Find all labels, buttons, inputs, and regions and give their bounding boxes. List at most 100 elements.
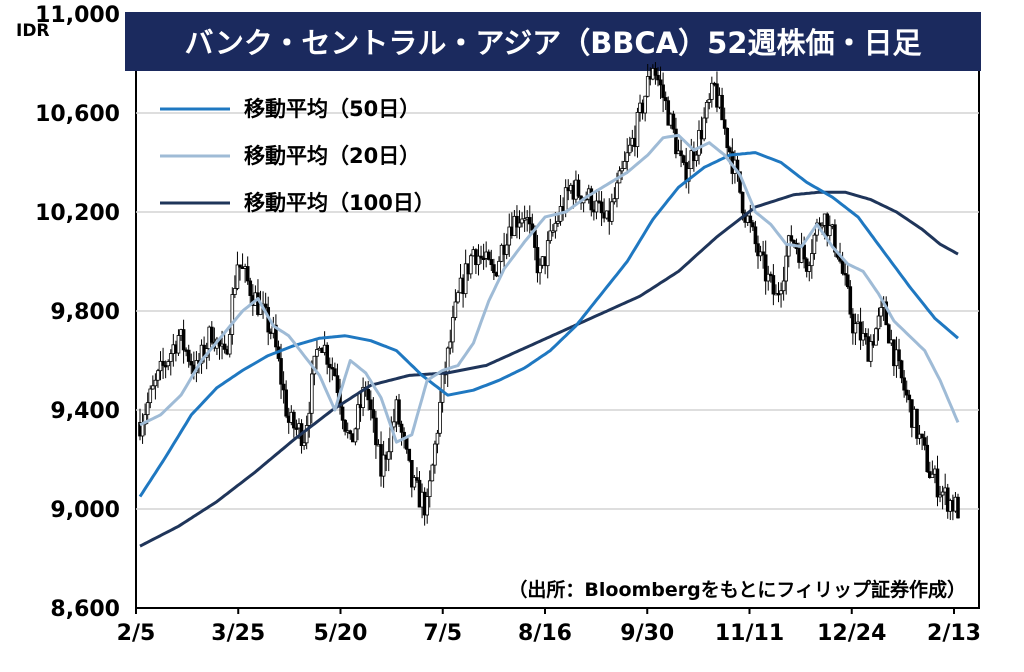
candle-body xyxy=(853,323,858,334)
candle-body xyxy=(304,425,309,444)
candle-body xyxy=(840,260,845,274)
candle-body xyxy=(515,215,519,228)
candle-body xyxy=(784,255,788,282)
candle-body xyxy=(209,326,214,343)
candle-body xyxy=(807,265,812,272)
candle-body xyxy=(327,363,332,368)
x-tick-label: 2/5 xyxy=(117,621,156,646)
candle-body xyxy=(340,406,345,421)
candle-body xyxy=(858,321,863,341)
candle-body xyxy=(548,230,553,242)
candle-body xyxy=(281,383,286,391)
x-tick-label: 11/11 xyxy=(715,621,784,646)
candle-body xyxy=(766,273,771,282)
candle-body xyxy=(492,264,496,274)
candle-body xyxy=(845,274,850,288)
candle-body xyxy=(292,411,296,429)
candle-body xyxy=(704,102,709,119)
candle-body xyxy=(404,437,409,450)
candle-body xyxy=(381,454,386,477)
candle-body xyxy=(158,360,163,372)
candle-body xyxy=(433,443,437,466)
candle-body xyxy=(325,344,329,365)
candle-body xyxy=(904,389,909,396)
candle-body xyxy=(656,74,660,81)
candle-body xyxy=(368,399,373,411)
candle-body xyxy=(925,444,930,473)
candle-body xyxy=(274,324,278,348)
y-tick-label: 10,600 xyxy=(35,102,120,127)
candle-body xyxy=(594,200,599,213)
candle-body xyxy=(710,82,714,100)
source-note: （出所：Bloombergをもとにフィリップ証券作成） xyxy=(508,578,966,601)
candle-body xyxy=(189,361,194,366)
candle-body xyxy=(517,222,522,228)
candle-body xyxy=(538,264,542,274)
candle-body xyxy=(371,409,376,419)
x-tick-label: 5/20 xyxy=(314,621,368,646)
ma50-line xyxy=(138,151,959,498)
candle-body xyxy=(222,343,227,350)
gridlines xyxy=(136,112,979,510)
legend-label-ma100: 移動平均（100日） xyxy=(244,191,435,215)
candle-body xyxy=(897,349,901,362)
candle-body xyxy=(725,127,730,149)
x-tick-label: 7/5 xyxy=(423,621,462,646)
candle-body xyxy=(161,360,165,366)
candle-body xyxy=(945,487,950,512)
candle-body xyxy=(756,243,760,257)
candle-body xyxy=(427,480,432,498)
candle-body xyxy=(430,464,435,482)
candle-body xyxy=(386,451,391,460)
candle-body xyxy=(727,147,732,153)
candle-body xyxy=(333,368,337,377)
chart-title: バンク・セントラル・アジア（BBCA）52週株価・日足 xyxy=(184,26,921,60)
candle-body xyxy=(625,152,630,162)
candle-body xyxy=(535,247,540,274)
candle-body xyxy=(720,94,724,121)
candle-body xyxy=(589,188,594,211)
candle-body xyxy=(410,460,414,488)
candle-body xyxy=(622,160,627,169)
candle-body xyxy=(294,427,299,430)
candle-body xyxy=(330,367,335,370)
candle-body xyxy=(522,218,527,221)
candle-body xyxy=(935,468,940,498)
candle-body xyxy=(166,361,171,367)
candle-body xyxy=(163,365,168,368)
candle-body xyxy=(468,255,473,275)
candle-body xyxy=(392,421,396,428)
candle-body xyxy=(153,379,158,387)
candle-body xyxy=(527,217,532,225)
candle-body xyxy=(769,273,773,277)
candle-body xyxy=(820,225,824,228)
candle-body xyxy=(168,353,173,362)
candle-body xyxy=(679,150,683,157)
candle-body xyxy=(612,198,617,203)
candle-body xyxy=(940,491,945,496)
candle-body xyxy=(674,128,678,155)
candle-body xyxy=(302,442,306,446)
candle-body xyxy=(781,280,786,292)
candle-body xyxy=(504,244,509,255)
candle-body xyxy=(658,79,663,86)
candle-body xyxy=(279,358,283,385)
y-tick-label: 9,400 xyxy=(50,399,120,424)
legend-label-ma20: 移動平均（20日） xyxy=(244,144,420,168)
candle-body xyxy=(479,255,483,259)
candle-body xyxy=(876,315,881,330)
candle-body xyxy=(645,76,650,97)
candle-body xyxy=(879,307,883,317)
candle-body xyxy=(627,144,632,154)
candle-body xyxy=(186,349,191,362)
candle-body xyxy=(230,294,235,335)
candle-body xyxy=(922,437,927,446)
candle-body xyxy=(848,286,853,315)
candle-body xyxy=(702,117,706,140)
candle-body xyxy=(335,375,340,393)
candle-body xyxy=(353,428,358,443)
candle-body xyxy=(425,496,429,516)
y-axis-ticks: 11,000 10,600 10,200 9,800 9,400 9,000 8,600 xyxy=(35,3,120,622)
candle-body xyxy=(520,218,524,224)
candle-body xyxy=(779,290,783,295)
